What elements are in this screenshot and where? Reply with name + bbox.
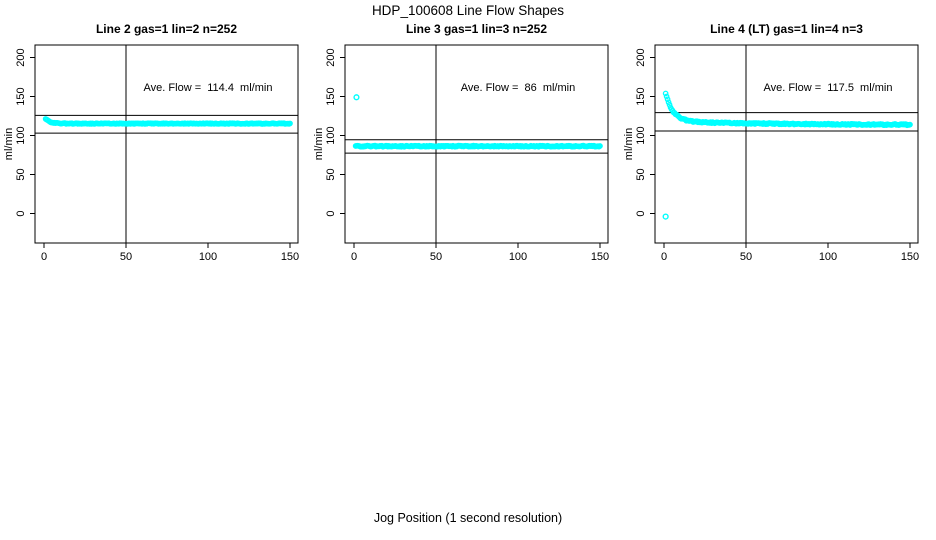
y-tick-label: 150 [635,87,647,105]
y-axis-label-line-3: ml/min [313,127,325,161]
y-axis-label-line-2: ml/min [3,127,15,161]
panel-line-3: 0 50 100 150 0 50 100 150 200 Line 3 gas=1 lin=3… [310,0,626,280]
plot-area-line-2: 0 50 100 150 0 50 100 150 200 [15,44,299,263]
y-tick-label: 50 [325,168,337,180]
panel-title-line-4: Line 4 (LT) gas=1 lin=4 n=3 [710,22,863,36]
y-tick-label: 0 [635,210,647,216]
plot-box [34,44,299,244]
y-tick-label: 150 [15,87,27,105]
x-tick-label: 150 [281,251,299,263]
x-tick-label: 0 [41,251,47,263]
data-points [42,116,293,127]
y-tick-label: 200 [15,48,27,66]
x-tick-label: 150 [591,251,609,263]
outlier-point [662,213,669,220]
panel-title-line-3: Line 3 gas=1 lin=3 n=252 [405,22,548,36]
panel-title-line-2: Line 2 gas=1 lin=2 n=252 [95,22,238,36]
data-points [352,94,603,150]
x-tick-label: 50 [120,251,132,263]
y-tick-label: 150 [325,87,337,105]
ave-flow-annotation-line-2: Ave. Flow = 114.4 ml/min [143,82,273,94]
panel-line-2: 0 50 100 150 0 50 100 150 200 Line 2 gas=1 lin=2… [0,0,316,280]
y-tick-label: 50 [15,168,27,180]
ave-flow-annotation-line-3: Ave. Flow = 86 ml/min [460,82,576,94]
y-tick-label: 100 [635,126,647,144]
y-tick-label: 50 [635,168,647,180]
x-tick-label: 50 [430,251,442,263]
x-tick-label: 0 [351,251,357,263]
y-tick-label: 100 [325,126,337,144]
plot-area-line-4: 0 50 100 150 0 50 100 150 200 [635,44,919,263]
y-tick-label: 0 [325,210,337,216]
x-tick-label: 100 [819,251,837,263]
panel-line-4: 0 50 100 150 0 50 100 150 200 Line 4 (LT) gas=1 … [620,0,936,280]
y-tick-label: 100 [15,126,27,144]
figure-title: HDP_100608 Line Flow Shapes [371,3,565,18]
outlier-point [353,94,360,101]
plot-box [654,44,919,244]
x-tick-label: 100 [509,251,527,263]
y-axis-label-line-4: ml/min [623,127,635,161]
y-tick-label: 0 [15,210,27,216]
x-tick-label: 0 [661,251,667,263]
x-tick-label: 100 [199,251,217,263]
figure-x-axis-label: Jog Position (1 second resolution) [373,511,563,525]
plot-area-line-3: 0 50 100 150 0 50 100 150 200 [325,44,609,263]
ave-flow-annotation-line-4: Ave. Flow = 117.5 ml/min [763,82,893,94]
x-tick-label: 50 [740,251,752,263]
plot-box [344,44,609,244]
x-tick-label: 150 [901,251,919,263]
data-points [662,90,913,220]
y-tick-label: 200 [325,48,337,66]
y-tick-label: 200 [635,48,647,66]
